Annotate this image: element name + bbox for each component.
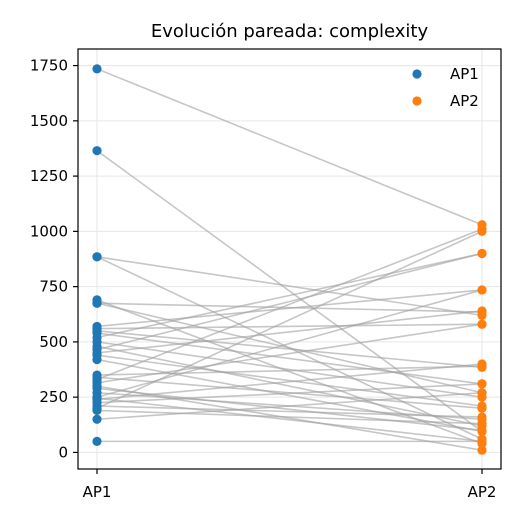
point-ap1 (92, 405, 102, 416)
points-layer (92, 64, 487, 455)
pair-line (96, 68, 483, 226)
pair-line (96, 387, 483, 432)
pair-line (96, 323, 483, 384)
point-ap2 (477, 403, 487, 413)
pair-line (96, 332, 483, 385)
point-ap1 (92, 436, 102, 446)
point-ap2 (477, 436, 487, 446)
pair-line (96, 230, 483, 409)
point-ap1 (92, 298, 102, 308)
pair-lines-layer (96, 68, 483, 451)
point-ap1 (92, 146, 102, 156)
point-ap2 (477, 248, 487, 259)
pair-line (96, 302, 483, 394)
plot-frame (77, 48, 502, 470)
pair-line (96, 345, 483, 427)
y-tick-label: 1750 (30, 57, 68, 75)
pair-line (96, 391, 483, 421)
pair-line (96, 252, 483, 351)
pair-line (96, 228, 483, 381)
pair-line (96, 341, 483, 398)
x-tick-label: AP1 (83, 483, 112, 501)
point-ap2 (477, 445, 487, 455)
ticks-layer: 0 250 500 750 1000 1250 1500 1750 AP1 AP2 (30, 57, 497, 501)
point-ap2 (477, 226, 487, 236)
pair-line (96, 252, 483, 339)
y-tick-label: 0 (58, 443, 68, 461)
point-ap1 (92, 64, 102, 74)
pair-line (96, 310, 483, 354)
y-tick-label: 1500 (30, 112, 68, 130)
pair-line (96, 289, 483, 328)
x-tick-label: AP2 (468, 483, 497, 501)
y-tick-label: 250 (39, 388, 68, 406)
legend-marker (412, 69, 422, 79)
point-ap2 (477, 419, 487, 429)
point-ap2 (477, 412, 487, 422)
chart-title: Evolución pareada: complexity (151, 21, 429, 42)
point-ap2 (477, 425, 487, 435)
pair-line (96, 255, 483, 317)
pair-line (96, 405, 483, 418)
pair-line (96, 330, 483, 369)
pair-line (96, 323, 483, 330)
y-tick-label: 1250 (30, 167, 68, 185)
y-tick-label: 500 (39, 333, 68, 351)
point-ap2 (477, 319, 487, 329)
point-ap2 (477, 306, 487, 316)
point-ap2 (477, 388, 487, 398)
legend-marker (412, 96, 422, 106)
point-ap1 (92, 354, 102, 365)
pair-line (96, 363, 483, 401)
point-ap2 (477, 379, 487, 389)
point-ap2 (477, 359, 487, 369)
point-ap1 (92, 414, 102, 424)
pair-line (96, 397, 483, 443)
y-tick-label: 750 (39, 278, 68, 296)
point-ap2 (477, 285, 487, 295)
pair-line (96, 409, 483, 425)
point-ap1 (92, 252, 102, 262)
legend-label: AP2 (450, 92, 479, 110)
pair-line (96, 383, 483, 404)
pair-line (96, 358, 483, 433)
y-tick-label: 1000 (30, 222, 68, 240)
pair-line (96, 150, 483, 433)
legend-label: AP1 (450, 65, 479, 83)
legend: AP1 AP2 (412, 65, 479, 110)
